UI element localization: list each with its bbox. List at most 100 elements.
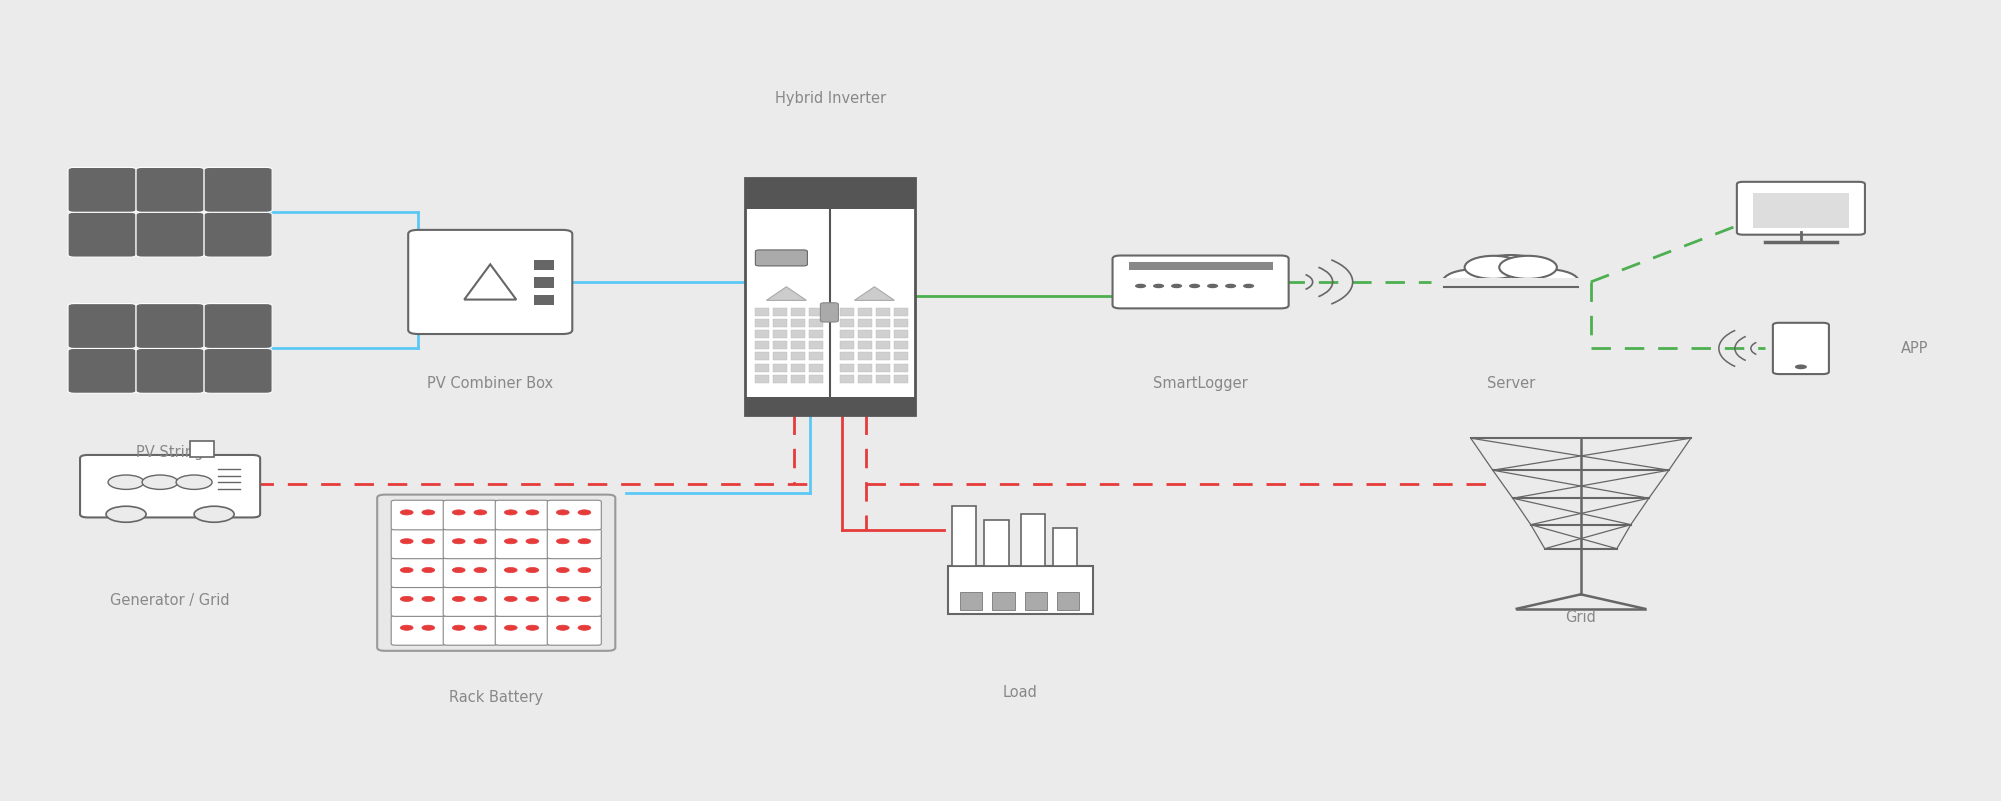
Bar	[756, 341, 770, 349]
Bar	[744, 396, 916, 415]
Circle shape	[452, 596, 464, 602]
Circle shape	[142, 475, 178, 489]
FancyBboxPatch shape	[136, 167, 204, 212]
Bar	[894, 341, 908, 349]
FancyBboxPatch shape	[136, 348, 204, 393]
FancyBboxPatch shape	[444, 616, 496, 646]
Bar	[840, 364, 854, 372]
FancyBboxPatch shape	[444, 529, 496, 559]
Bar	[808, 375, 824, 383]
Circle shape	[474, 510, 486, 515]
Bar	[894, 375, 908, 383]
Bar	[876, 364, 890, 372]
Circle shape	[400, 538, 412, 544]
Text: PV String: PV String	[136, 445, 204, 460]
FancyBboxPatch shape	[392, 557, 446, 588]
Bar	[534, 277, 554, 288]
Circle shape	[504, 510, 516, 515]
FancyBboxPatch shape	[1113, 256, 1289, 308]
Bar	[772, 330, 788, 338]
Bar	[876, 319, 890, 327]
FancyBboxPatch shape	[408, 230, 572, 334]
Polygon shape	[854, 287, 894, 300]
FancyBboxPatch shape	[548, 557, 602, 588]
Circle shape	[504, 625, 516, 630]
Bar	[772, 341, 788, 349]
Text: Generator / Grid: Generator / Grid	[110, 593, 230, 608]
Bar	[772, 308, 788, 316]
Bar	[534, 260, 554, 270]
Polygon shape	[766, 287, 806, 300]
Bar	[992, 592, 1015, 610]
Text: APP: APP	[1901, 341, 1929, 356]
Bar	[792, 330, 806, 338]
Bar	[1025, 592, 1047, 610]
Bar	[948, 566, 1093, 614]
Circle shape	[1207, 284, 1219, 288]
Circle shape	[556, 568, 568, 573]
Bar	[1129, 262, 1273, 270]
FancyBboxPatch shape	[548, 500, 602, 530]
Circle shape	[400, 510, 412, 515]
Bar	[808, 352, 824, 360]
Circle shape	[1189, 284, 1201, 288]
Bar	[808, 330, 824, 338]
Text: Server: Server	[1487, 376, 1535, 392]
Bar	[1439, 278, 1583, 297]
Circle shape	[578, 596, 590, 602]
FancyBboxPatch shape	[444, 500, 496, 530]
Circle shape	[526, 538, 538, 544]
Circle shape	[422, 625, 434, 630]
Bar	[792, 341, 806, 349]
Circle shape	[106, 506, 146, 522]
FancyBboxPatch shape	[548, 529, 602, 559]
FancyBboxPatch shape	[80, 455, 260, 517]
Circle shape	[400, 568, 412, 573]
Bar	[772, 352, 788, 360]
Circle shape	[1515, 269, 1579, 295]
Circle shape	[504, 568, 516, 573]
Bar	[858, 364, 872, 372]
Bar	[534, 295, 554, 305]
FancyBboxPatch shape	[68, 212, 136, 257]
FancyBboxPatch shape	[496, 557, 548, 588]
Bar	[756, 330, 770, 338]
FancyBboxPatch shape	[392, 529, 446, 559]
Bar	[840, 330, 854, 338]
Bar	[744, 178, 916, 208]
Text: PV Combiner Box: PV Combiner Box	[426, 376, 554, 392]
Circle shape	[1499, 256, 1557, 279]
Circle shape	[452, 538, 464, 544]
Circle shape	[1225, 284, 1237, 288]
Bar	[792, 364, 806, 372]
Bar	[984, 520, 1009, 566]
Text: Load: Load	[1003, 685, 1039, 700]
FancyBboxPatch shape	[392, 616, 446, 646]
FancyBboxPatch shape	[444, 557, 496, 588]
Bar	[894, 364, 908, 372]
Bar	[858, 375, 872, 383]
Circle shape	[1443, 269, 1507, 295]
Circle shape	[526, 568, 538, 573]
Bar	[840, 341, 854, 349]
Bar	[840, 308, 854, 316]
FancyBboxPatch shape	[548, 586, 602, 617]
Bar	[792, 308, 806, 316]
Bar	[1021, 514, 1045, 566]
FancyBboxPatch shape	[68, 167, 136, 212]
Circle shape	[578, 625, 590, 630]
Bar	[756, 364, 770, 372]
FancyBboxPatch shape	[496, 529, 548, 559]
Bar	[792, 375, 806, 383]
Bar	[894, 352, 908, 360]
Circle shape	[504, 538, 516, 544]
FancyBboxPatch shape	[204, 167, 272, 212]
Bar	[858, 341, 872, 349]
Bar	[876, 341, 890, 349]
Bar	[876, 375, 890, 383]
Bar	[756, 319, 770, 327]
Bar	[840, 319, 854, 327]
FancyBboxPatch shape	[820, 303, 838, 322]
Circle shape	[526, 625, 538, 630]
Circle shape	[422, 568, 434, 573]
